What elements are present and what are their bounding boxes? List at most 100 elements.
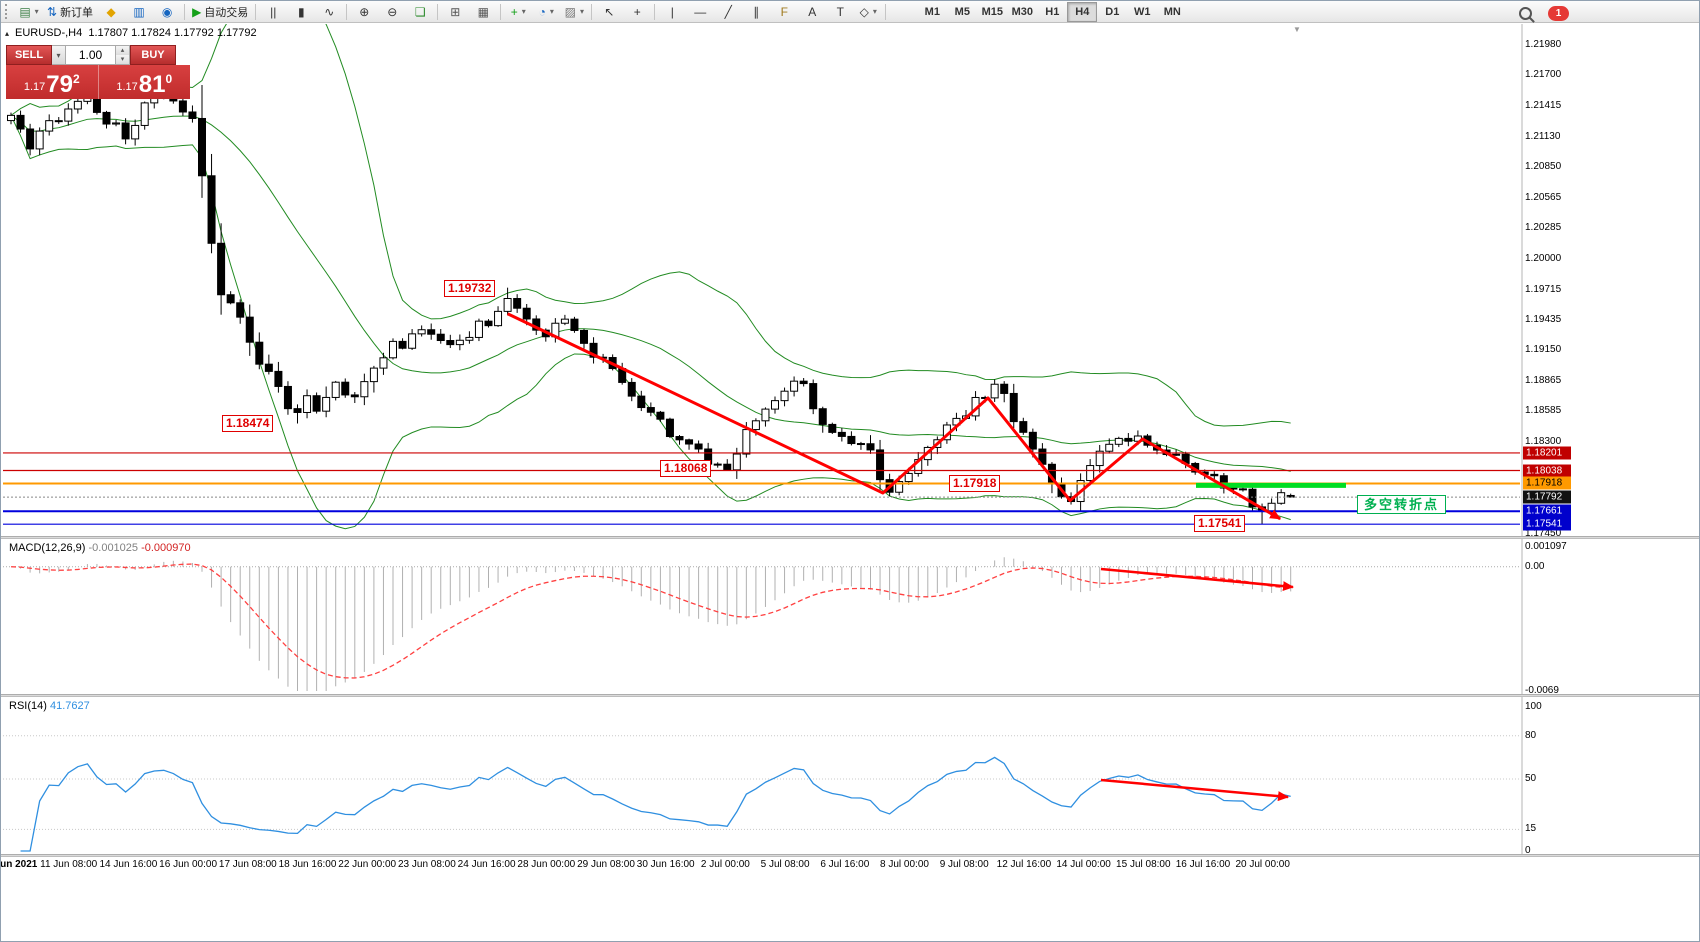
line-chart-mode-button[interactable]: ∿ bbox=[315, 2, 343, 22]
toolbar: ▤ ▾ ⇅ 新订单 ◆ ▥ ◉ ▶ 自动交易 || ▮ ∿ ⊕ ⊖ ❏ ⊞ ▦ + ▾ ◔ ▾ ▨ ▾ ↖ + | — ╱ ∥ F A T ◇ ▾… bbox=[1, 1, 1699, 23]
sell-price[interactable]: 1.17 79 2 bbox=[6, 65, 99, 99]
rsi-name: RSI(14) bbox=[9, 700, 47, 712]
volume-stepper[interactable]: ▴ ▾ bbox=[116, 45, 130, 65]
timeframe-h1-button[interactable]: H1 bbox=[1045, 5, 1060, 18]
equidistant-channel-icon: ∥ bbox=[753, 4, 760, 19]
indicators-button[interactable]: + ▾ bbox=[504, 2, 532, 22]
timeframe-w1-button[interactable]: W1 bbox=[1134, 5, 1151, 18]
pivot-note-label[interactable]: 多空转折点 bbox=[1357, 495, 1447, 514]
spinner-down-icon: ▾ bbox=[116, 55, 129, 64]
periods-icon: ◔ bbox=[538, 4, 546, 19]
auto-trading-icon: ▶ bbox=[192, 4, 202, 19]
market-watch-icon: ▥ bbox=[133, 4, 145, 19]
equidistant-channel-button[interactable]: ∥ bbox=[742, 2, 770, 22]
buy-price-prefix: 1.17 bbox=[116, 81, 138, 93]
toolbar-separator bbox=[184, 3, 186, 20]
market-watch-button[interactable]: ▥ bbox=[125, 2, 153, 22]
buy-button[interactable]: BUY bbox=[130, 45, 176, 65]
chevron-down-icon: ▾ bbox=[56, 50, 61, 60]
macd-name: MACD(12,26,9) bbox=[9, 542, 86, 554]
search-button[interactable] bbox=[1511, 3, 1539, 23]
one-click-toggle-icon[interactable]: ▴ bbox=[5, 29, 10, 38]
price-callout-label[interactable]: 1.19732 bbox=[444, 280, 496, 297]
timeframe-m1-button[interactable]: M1 bbox=[924, 5, 940, 18]
crosshair-button[interactable]: + bbox=[623, 2, 651, 22]
line-chart-mode-icon: ∿ bbox=[324, 4, 335, 19]
zoom-out-icon: ⊖ bbox=[387, 4, 398, 19]
candlestick-mode-button[interactable]: ▮ bbox=[287, 2, 315, 22]
toolbar-grip[interactable] bbox=[5, 4, 11, 19]
macd-header: MACD(12,26,9) -0.001025 -0.000970 bbox=[9, 542, 191, 554]
notification-badge[interactable]: 1 bbox=[1548, 5, 1569, 21]
panel-separator[interactable] bbox=[1, 854, 1699, 857]
auto-trading-button[interactable]: ▶ 自动交易 bbox=[188, 2, 252, 22]
shapes-button[interactable]: ◇ ▾ bbox=[854, 2, 882, 22]
trade-prices-row: 1.17 79 2 1.17 81 0 bbox=[6, 65, 190, 99]
price-callout-label[interactable]: 1.18068 bbox=[660, 460, 712, 477]
new-order-button[interactable]: ⇅ 新订单 bbox=[43, 2, 97, 22]
timeframe-mn-button[interactable]: MN bbox=[1163, 5, 1181, 18]
templates-button[interactable]: ▨ ▾ bbox=[560, 2, 588, 22]
sell-price-pip: 2 bbox=[72, 72, 80, 86]
indicators-icon: + bbox=[510, 4, 518, 19]
volume-dropdown-button[interactable]: ▾ bbox=[52, 45, 66, 65]
timeframe-buttons: M1 M5 M15 M30 H1 H4 D1 W1 MN bbox=[917, 1, 1187, 22]
horizontal-line-button[interactable]: — bbox=[686, 2, 714, 22]
cursor-button[interactable]: ↖ bbox=[595, 2, 623, 22]
buy-price[interactable]: 1.17 81 0 bbox=[98, 65, 190, 99]
price-callout-label[interactable]: 1.17541 bbox=[1194, 515, 1246, 532]
chart-shift-marker-icon: ▼ bbox=[1293, 25, 1301, 34]
auto-arrange-icon: ⊞ bbox=[450, 4, 461, 19]
panel-separator[interactable] bbox=[1, 536, 1699, 539]
trade-controls-row: SELL ▾ ▴ ▾ BUY bbox=[6, 45, 190, 65]
search-icon bbox=[1518, 6, 1532, 20]
candlestick-mode-icon: ▮ bbox=[297, 4, 305, 19]
toolbar-separator bbox=[885, 3, 887, 20]
chevron-down-icon: ▾ bbox=[521, 7, 526, 16]
trendline-icon: ╱ bbox=[724, 4, 732, 19]
grid-button[interactable]: ▦ bbox=[469, 2, 497, 22]
toolbar-right: 1 bbox=[1511, 3, 1569, 23]
timeframe-m30-button[interactable]: M30 bbox=[1011, 5, 1033, 18]
toolbar-separator bbox=[591, 3, 593, 20]
trendline-button[interactable]: ╱ bbox=[714, 2, 742, 22]
zoom-in-button[interactable]: ⊕ bbox=[350, 2, 378, 22]
volume-input[interactable] bbox=[66, 45, 116, 65]
text-button[interactable]: A bbox=[798, 2, 826, 22]
ohlc-values: 1.17807 1.17824 1.17792 1.17792 bbox=[88, 27, 257, 39]
vertical-line-button[interactable]: | bbox=[658, 2, 686, 22]
fibonacci-icon: F bbox=[780, 4, 788, 19]
bar-chart-mode-icon: || bbox=[270, 4, 277, 19]
periods-button[interactable]: ◔ ▾ bbox=[532, 2, 560, 22]
zoom-out-button[interactable]: ⊖ bbox=[378, 2, 406, 22]
timeframe-m15-button[interactable]: M15 bbox=[981, 5, 1003, 18]
chevron-down-icon: ▾ bbox=[549, 7, 554, 16]
new-chart-button[interactable]: ▤ ▾ bbox=[15, 2, 43, 22]
auto-arrange-button[interactable]: ⊞ bbox=[441, 2, 469, 22]
data-window-button[interactable]: ◉ bbox=[153, 2, 181, 22]
data-window-icon: ◉ bbox=[161, 4, 173, 19]
toolbar-separator bbox=[654, 3, 656, 20]
templates-icon: ▨ bbox=[564, 4, 576, 19]
sell-button[interactable]: SELL bbox=[6, 45, 52, 65]
cursor-icon: ↖ bbox=[604, 4, 615, 19]
timeframe-d1-button[interactable]: D1 bbox=[1105, 5, 1120, 18]
horizontal-line-icon: — bbox=[694, 4, 707, 19]
toolbar-separator bbox=[500, 3, 502, 20]
price-callout-label[interactable]: 1.18474 bbox=[222, 415, 274, 432]
bar-chart-mode-button[interactable]: || bbox=[259, 2, 287, 22]
chevron-down-icon: ▾ bbox=[34, 7, 39, 16]
timeframe-m5-button[interactable]: M5 bbox=[954, 5, 970, 18]
shapes-icon: ◇ bbox=[859, 4, 869, 19]
panel-separator[interactable] bbox=[1, 694, 1699, 697]
price-callout-label[interactable]: 1.17918 bbox=[949, 475, 1001, 492]
auto-trading-label: 自动交易 bbox=[204, 6, 249, 19]
chevron-down-icon: ▾ bbox=[872, 7, 877, 16]
timeframe-h4-button[interactable]: H4 bbox=[1067, 1, 1098, 22]
tile-windows-button[interactable]: ❏ bbox=[406, 2, 434, 22]
profiles-button[interactable]: ◆ bbox=[97, 2, 125, 22]
text-label-button[interactable]: T bbox=[826, 2, 854, 22]
macd-signal-value: -0.000970 bbox=[141, 542, 191, 554]
fibonacci-button[interactable]: F bbox=[770, 2, 798, 22]
